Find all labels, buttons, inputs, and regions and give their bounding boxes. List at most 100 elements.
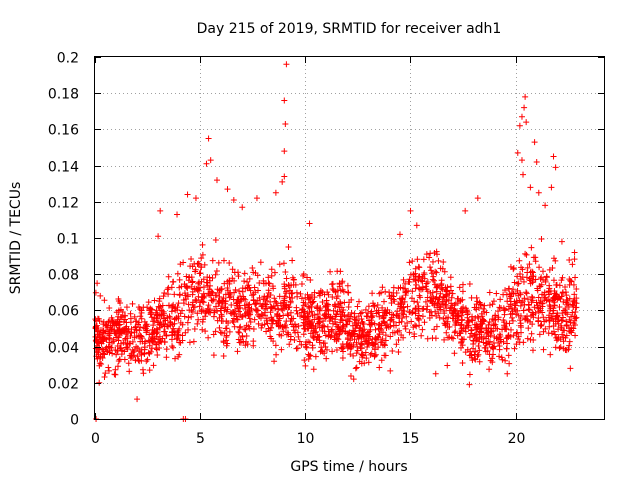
data-point: [439, 265, 446, 272]
data-point: [169, 321, 176, 328]
data-point: [539, 309, 546, 316]
data-point: [463, 307, 470, 314]
data-point: [362, 349, 369, 356]
data-point: [415, 315, 422, 322]
data-point: [301, 357, 308, 364]
data-point: [239, 288, 246, 295]
data-point: [535, 294, 542, 301]
data-point: [451, 350, 458, 357]
data-point: [441, 336, 448, 343]
data-point: [365, 303, 372, 310]
data-point: [514, 149, 521, 156]
data-point: [210, 352, 217, 359]
data-point: [189, 308, 196, 315]
data-point: [408, 318, 415, 325]
data-point: [550, 294, 557, 301]
data-point: [164, 286, 171, 293]
data-point: [145, 299, 152, 306]
data-point: [354, 343, 361, 350]
data-point: [220, 338, 227, 345]
data-point: [474, 195, 481, 202]
data-point: [380, 298, 387, 305]
data-point: [423, 306, 430, 313]
data-point: [206, 274, 213, 281]
data-point: [344, 289, 351, 296]
y-tick-label: 0.08: [48, 268, 79, 284]
data-point: [551, 302, 558, 309]
data-point: [237, 298, 244, 305]
data-point: [366, 328, 373, 335]
data-point: [496, 334, 503, 341]
data-point: [378, 289, 385, 296]
data-point: [495, 314, 502, 321]
data-point: [440, 259, 447, 266]
data-point: [212, 271, 219, 278]
data-point: [340, 348, 347, 355]
data-point: [547, 288, 554, 295]
data-point: [528, 330, 535, 337]
data-point: [381, 342, 388, 349]
data-point: [475, 314, 482, 321]
data-point: [443, 315, 450, 322]
data-point: [286, 294, 293, 301]
data-point: [548, 184, 555, 191]
data-point: [543, 274, 550, 281]
data-point: [378, 326, 385, 333]
data-point: [185, 326, 192, 333]
data-point: [191, 326, 198, 333]
data-point: [361, 360, 368, 367]
data-point: [496, 346, 503, 353]
data-point: [283, 324, 290, 331]
data-point: [397, 284, 404, 291]
data-point: [221, 280, 228, 287]
data-point: [316, 337, 323, 344]
data-point: [350, 330, 357, 337]
data-point: [518, 113, 525, 120]
data-point: [94, 280, 101, 287]
data-point: [371, 302, 378, 309]
data-point: [306, 295, 313, 302]
data-point: [489, 359, 496, 366]
data-point: [194, 310, 201, 317]
data-point: [191, 303, 198, 310]
data-point: [192, 266, 199, 273]
data-point: [513, 299, 520, 306]
data-point: [542, 325, 549, 332]
data-point: [235, 328, 242, 335]
data-point: [232, 286, 239, 293]
data-point: [433, 323, 440, 330]
data-point: [435, 257, 442, 264]
data-point: [486, 289, 493, 296]
data-point: [524, 264, 531, 271]
data-point: [172, 315, 179, 322]
data-point: [443, 296, 450, 303]
data-point: [317, 305, 324, 312]
data-point: [416, 264, 423, 271]
data-point: [123, 304, 130, 311]
data-point: [115, 334, 122, 341]
data-point: [437, 282, 444, 289]
x-tick-label: 0: [91, 431, 100, 447]
data-point: [166, 313, 173, 320]
data-point: [556, 303, 563, 310]
data-point: [272, 189, 279, 196]
data-point: [552, 164, 559, 171]
plot-frame: [94, 56, 605, 420]
data-point: [459, 360, 466, 367]
data-point: [562, 283, 569, 290]
data-point: [148, 311, 155, 318]
data-point: [302, 362, 309, 369]
data-point: [95, 349, 102, 356]
data-point: [244, 285, 251, 292]
data-point: [133, 327, 140, 334]
data-point: [287, 333, 294, 340]
data-point: [479, 313, 486, 320]
data-point: [573, 304, 580, 311]
data-point: [419, 284, 426, 291]
data-point: [495, 308, 502, 315]
data-point: [571, 322, 578, 329]
data-point: [555, 295, 562, 302]
data-point: [286, 287, 293, 294]
data-point: [459, 288, 466, 295]
data-point: [446, 334, 453, 341]
